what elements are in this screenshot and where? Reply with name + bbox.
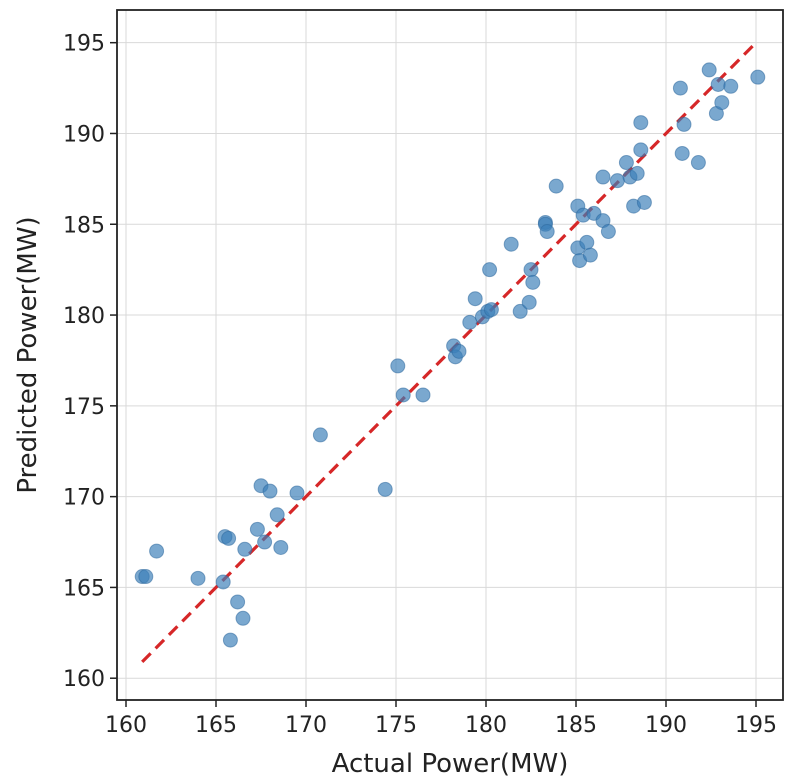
scatter-point <box>548 178 564 194</box>
y-tick-label: 180 <box>63 304 105 329</box>
y-tick-label: 165 <box>63 576 105 601</box>
scatter-point <box>222 632 238 648</box>
y-tick-label: 170 <box>63 486 105 511</box>
scatter-point <box>579 234 595 250</box>
y-tick-label: 195 <box>63 32 105 57</box>
y-axis-label: Predicted Power(MW) <box>13 216 43 493</box>
scatter-point <box>636 194 652 210</box>
scatter-point <box>512 303 528 319</box>
scatter-point <box>235 610 251 626</box>
x-axis-label: Actual Power(MW) <box>332 749 569 779</box>
scatter-point <box>676 116 692 132</box>
scatter-point <box>595 169 611 185</box>
scatter-point <box>629 165 645 181</box>
x-tick-label: 160 <box>105 713 147 738</box>
scatter-point <box>701 62 717 78</box>
scatter-point <box>674 145 690 161</box>
scatter-point <box>462 314 478 330</box>
scatter-point <box>582 247 598 263</box>
x-axis-ticks: 160 165 170 175 180 185 190 195 <box>105 700 777 738</box>
scatter-point <box>257 534 273 550</box>
x-tick-label: 185 <box>555 713 597 738</box>
scatter-point <box>521 294 537 310</box>
scatter-point <box>190 570 206 586</box>
scatter-point <box>710 76 726 92</box>
scatter-point <box>230 594 246 610</box>
scatter-point <box>467 291 483 307</box>
y-tick-label: 190 <box>63 122 105 147</box>
scatter-point <box>377 481 393 497</box>
scatter-point <box>750 69 766 85</box>
scatter-point <box>618 155 634 171</box>
scatter-point <box>451 343 467 359</box>
scatter-point <box>483 302 499 318</box>
scatter-point <box>149 543 165 559</box>
y-tick-label: 185 <box>63 213 105 238</box>
scatter-point <box>633 142 649 158</box>
scatter-point <box>221 530 237 546</box>
scatter-point <box>390 358 406 374</box>
x-tick-label: 170 <box>285 713 327 738</box>
scatter-point <box>609 173 625 189</box>
data-points <box>134 62 766 648</box>
scatter-point <box>273 539 289 555</box>
plot-frame <box>116 9 784 701</box>
y-axis-ticks: 160 165 170 175 180 185 190 195 <box>63 32 117 692</box>
scatter-point <box>539 224 555 240</box>
scatter-point <box>690 155 706 171</box>
x-tick-label: 195 <box>735 713 777 738</box>
scatter-point <box>672 80 688 96</box>
scatter-point <box>525 274 541 290</box>
scatter-point <box>269 507 285 523</box>
ideal-fit-line <box>141 41 758 663</box>
scatter-point <box>395 387 411 403</box>
scatter-point <box>723 78 739 94</box>
scatter-point <box>312 427 328 443</box>
reference-line-layer <box>141 41 758 663</box>
x-tick-label: 190 <box>645 713 687 738</box>
scatter-point <box>262 483 278 499</box>
scatter-point <box>600 224 616 240</box>
grid-lines <box>117 10 783 700</box>
scatter-point <box>714 95 730 111</box>
scatter-point <box>482 262 498 278</box>
scatter-point <box>249 521 265 537</box>
scatter-point <box>633 115 649 131</box>
x-tick-label: 165 <box>195 713 237 738</box>
scatter-point <box>138 569 154 585</box>
scatter-point <box>523 262 539 278</box>
y-tick-label: 175 <box>63 395 105 420</box>
x-tick-label: 180 <box>465 713 507 738</box>
scatter-point <box>503 236 519 252</box>
scatter-point <box>415 387 431 403</box>
scatter-point <box>289 485 305 501</box>
y-tick-label: 160 <box>63 667 105 692</box>
scatter-point <box>215 574 231 590</box>
scatter-point <box>237 541 253 557</box>
x-tick-label: 175 <box>375 713 417 738</box>
